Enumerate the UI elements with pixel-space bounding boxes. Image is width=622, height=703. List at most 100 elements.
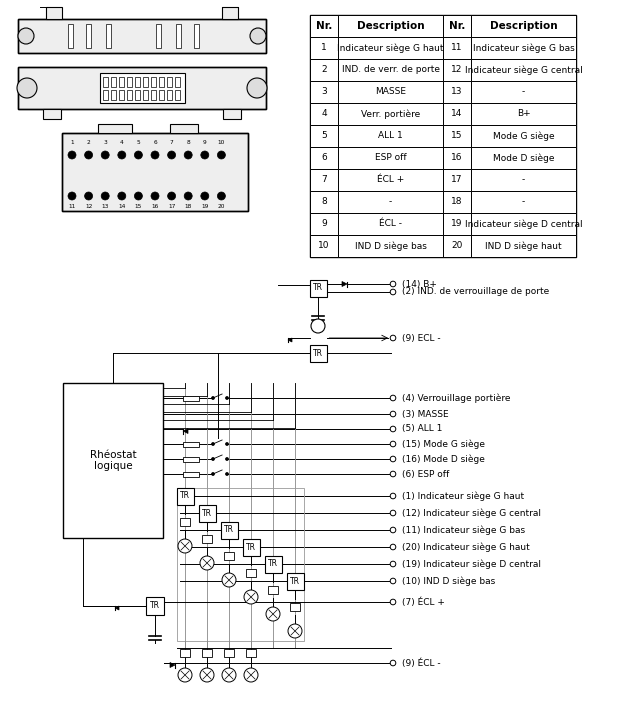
Text: (5) ALL 1: (5) ALL 1 bbox=[402, 425, 442, 434]
Bar bbox=[183, 441, 199, 446]
Bar bbox=[443, 213, 471, 235]
Bar bbox=[287, 572, 304, 590]
Text: 20: 20 bbox=[452, 242, 463, 250]
Bar bbox=[103, 90, 108, 100]
Text: 17: 17 bbox=[451, 176, 463, 184]
Bar bbox=[310, 344, 327, 361]
Circle shape bbox=[184, 192, 192, 200]
Text: 7: 7 bbox=[170, 140, 174, 145]
Bar bbox=[202, 535, 212, 543]
Bar bbox=[170, 124, 198, 133]
Bar bbox=[159, 90, 164, 100]
Bar bbox=[338, 213, 443, 235]
Bar bbox=[167, 90, 172, 100]
Bar bbox=[443, 169, 471, 191]
Bar bbox=[310, 37, 338, 59]
Text: 10: 10 bbox=[218, 140, 225, 145]
Text: -: - bbox=[522, 176, 525, 184]
Circle shape bbox=[200, 668, 214, 682]
Bar bbox=[310, 81, 338, 103]
Circle shape bbox=[390, 527, 396, 533]
Bar bbox=[63, 383, 163, 538]
Bar bbox=[180, 518, 190, 526]
Text: TR: TR bbox=[224, 526, 234, 534]
Text: (11) Indicateur siège G bas: (11) Indicateur siège G bas bbox=[402, 525, 525, 535]
Polygon shape bbox=[183, 429, 188, 434]
Bar bbox=[443, 59, 471, 81]
Circle shape bbox=[118, 151, 126, 159]
Bar bbox=[127, 90, 132, 100]
Bar bbox=[264, 555, 282, 572]
Bar bbox=[177, 487, 304, 641]
Bar bbox=[98, 124, 132, 133]
Circle shape bbox=[200, 556, 214, 570]
Circle shape bbox=[390, 544, 396, 550]
Circle shape bbox=[390, 335, 396, 341]
Bar bbox=[471, 169, 576, 191]
Bar bbox=[443, 81, 471, 103]
Bar bbox=[338, 37, 443, 59]
Text: (14) B+: (14) B+ bbox=[402, 280, 437, 288]
Text: 18: 18 bbox=[185, 204, 192, 209]
Circle shape bbox=[222, 668, 236, 682]
Text: (20) Indicateur siège G haut: (20) Indicateur siège G haut bbox=[402, 542, 530, 552]
Polygon shape bbox=[288, 338, 292, 342]
Text: IND. de verr. de porte: IND. de verr. de porte bbox=[341, 65, 440, 75]
Text: 13: 13 bbox=[451, 87, 463, 96]
Bar bbox=[246, 569, 256, 577]
Circle shape bbox=[311, 319, 325, 333]
Text: (9) ECL -: (9) ECL - bbox=[402, 333, 440, 342]
Bar bbox=[471, 125, 576, 147]
Text: Rhéostat
logique: Rhéostat logique bbox=[90, 450, 136, 471]
Bar bbox=[310, 15, 576, 257]
Text: (19) Indicateur siège D central: (19) Indicateur siège D central bbox=[402, 560, 541, 569]
Text: 6: 6 bbox=[321, 153, 327, 162]
Bar bbox=[156, 24, 161, 48]
Bar bbox=[243, 538, 259, 555]
Text: (15) Mode G siège: (15) Mode G siège bbox=[402, 439, 485, 449]
Bar bbox=[443, 191, 471, 213]
Text: 18: 18 bbox=[451, 198, 463, 207]
Circle shape bbox=[390, 289, 396, 295]
Text: Indicateur siège G haut: Indicateur siège G haut bbox=[337, 44, 443, 53]
Text: 12: 12 bbox=[85, 204, 92, 209]
Bar bbox=[310, 15, 338, 37]
Circle shape bbox=[226, 396, 228, 399]
Text: Description: Description bbox=[490, 21, 557, 31]
Bar bbox=[471, 103, 576, 125]
Text: (16) Mode D siège: (16) Mode D siège bbox=[402, 454, 485, 464]
Bar bbox=[127, 77, 132, 87]
Text: Nr.: Nr. bbox=[449, 21, 465, 31]
Circle shape bbox=[390, 561, 396, 567]
Text: (7) ÉCL +: (7) ÉCL + bbox=[402, 598, 445, 607]
Circle shape bbox=[250, 28, 266, 44]
Text: 11: 11 bbox=[68, 204, 76, 209]
Text: TR: TR bbox=[246, 543, 256, 551]
Circle shape bbox=[390, 578, 396, 583]
Text: (12) Indicateur siège G central: (12) Indicateur siège G central bbox=[402, 508, 541, 517]
Text: 8: 8 bbox=[321, 198, 327, 207]
Circle shape bbox=[118, 192, 126, 200]
Bar bbox=[202, 649, 212, 657]
Bar bbox=[338, 81, 443, 103]
Bar bbox=[338, 147, 443, 169]
Bar bbox=[471, 37, 576, 59]
Polygon shape bbox=[342, 281, 347, 287]
Bar bbox=[222, 7, 238, 19]
Bar bbox=[143, 77, 148, 87]
Circle shape bbox=[226, 472, 228, 475]
Text: 4: 4 bbox=[120, 140, 124, 145]
Bar bbox=[135, 90, 140, 100]
Circle shape bbox=[201, 151, 209, 159]
Bar bbox=[443, 15, 471, 37]
Circle shape bbox=[390, 494, 396, 499]
Bar bbox=[338, 169, 443, 191]
Bar bbox=[338, 15, 443, 37]
Text: Indicateur siège G bas: Indicateur siège G bas bbox=[473, 44, 574, 53]
Text: ÉCL +: ÉCL + bbox=[377, 176, 404, 184]
Circle shape bbox=[222, 573, 236, 587]
Text: 5: 5 bbox=[321, 131, 327, 141]
Circle shape bbox=[390, 441, 396, 447]
Text: 5: 5 bbox=[136, 140, 141, 145]
Text: IND D siège bas: IND D siège bas bbox=[355, 241, 427, 251]
